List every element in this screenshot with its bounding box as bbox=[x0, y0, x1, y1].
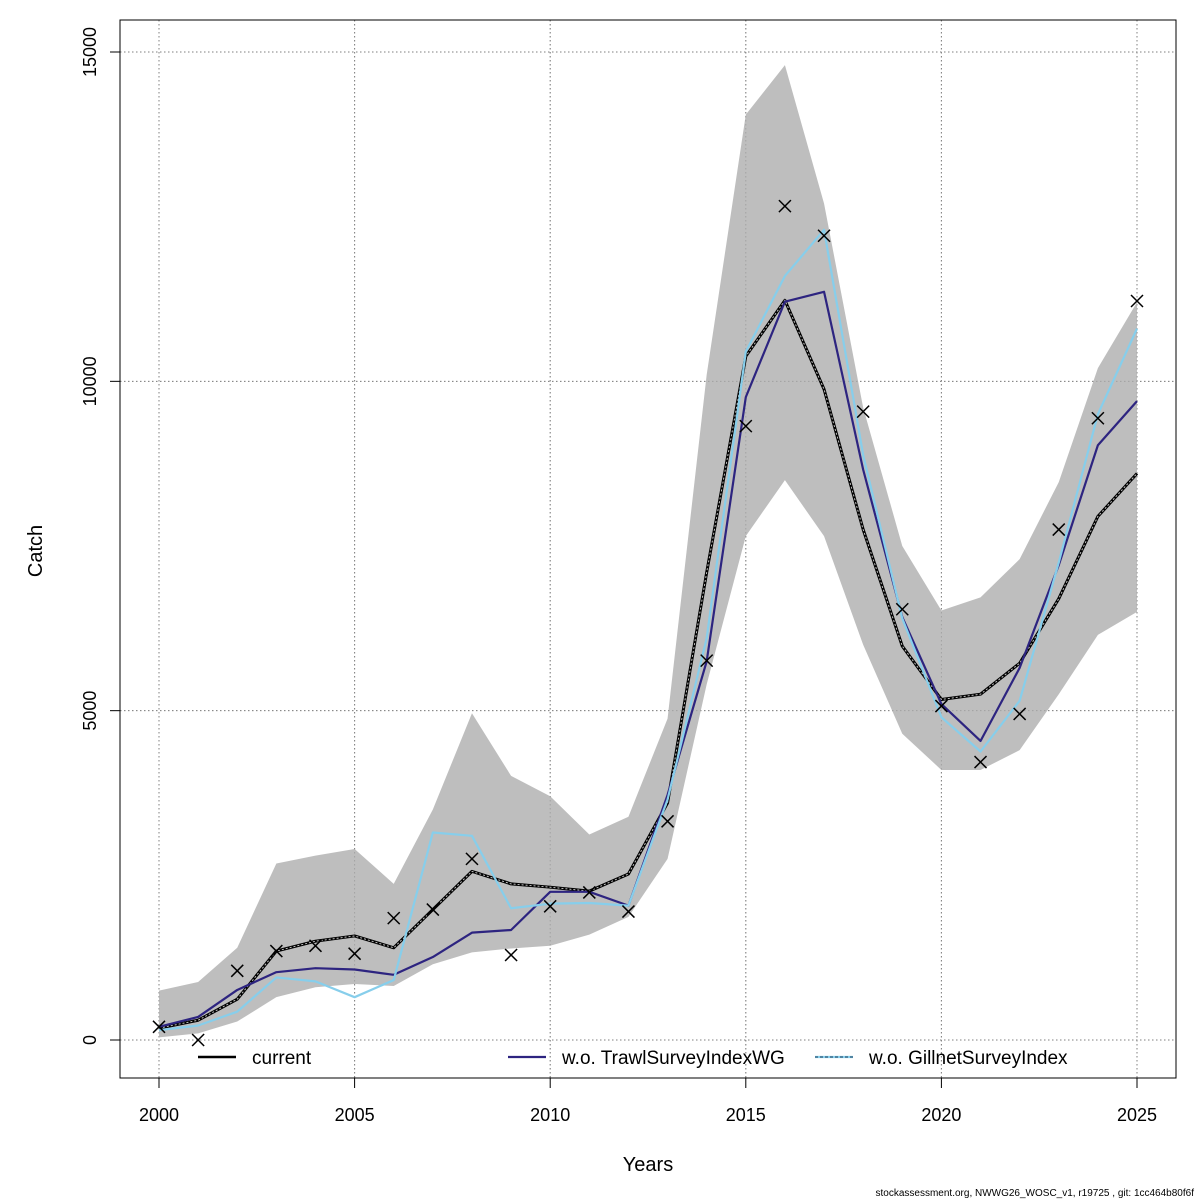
observation-stroke bbox=[1091, 411, 1105, 425]
x-tick-label-2000: 2000 bbox=[139, 1105, 179, 1125]
observation-point-2014 bbox=[700, 654, 714, 668]
observation-stroke bbox=[191, 1033, 205, 1047]
series-line-2 bbox=[158, 228, 1139, 1032]
observation-point-2010 bbox=[543, 899, 557, 913]
legend: current w.o. TrawlSurveyIndexWG w.o. Gilln… bbox=[198, 1048, 1068, 1069]
observation-stroke bbox=[621, 905, 635, 919]
observation-stroke bbox=[504, 948, 518, 962]
x-tick-label-2005: 2005 bbox=[335, 1105, 375, 1125]
observation-stroke bbox=[895, 602, 909, 616]
observation-point-2015 bbox=[739, 419, 753, 433]
observation-point-2017 bbox=[817, 229, 831, 243]
confidence-band bbox=[159, 65, 1137, 1038]
observation-point-2023 bbox=[1052, 523, 1066, 537]
y-axis-title: Catch bbox=[25, 525, 47, 577]
observation-point-2004 bbox=[308, 939, 323, 953]
observation-stroke bbox=[661, 814, 675, 828]
observation-stroke bbox=[778, 199, 792, 213]
observation-stroke bbox=[152, 1020, 166, 1034]
footer-text: stockassessment.org, NWWG26_WOSC_v1, r19… bbox=[876, 1188, 1195, 1199]
grid-overlay bbox=[120, 20, 1176, 1078]
legend-label: w.o. GillnetSurveyIndex bbox=[868, 1048, 1068, 1069]
legend-item-0: current bbox=[198, 1048, 312, 1069]
observation-stroke bbox=[700, 654, 714, 668]
observation-point-2005 bbox=[348, 947, 362, 961]
observation-point-2013 bbox=[661, 814, 675, 828]
y-tick-label-5000: 5000 bbox=[80, 691, 100, 731]
observation-point-2019 bbox=[895, 602, 909, 616]
x-tick-label-2010: 2010 bbox=[530, 1105, 570, 1125]
x-axis: 2000 2005 2010 2015 2020 2025 bbox=[139, 1077, 1157, 1125]
observation-stroke bbox=[230, 964, 244, 978]
observation-stroke bbox=[426, 903, 440, 917]
y-tick-label-10000: 10000 bbox=[80, 356, 100, 406]
observation-stroke bbox=[856, 405, 870, 419]
observation-point-2020 bbox=[934, 699, 948, 713]
observation-point-2006 bbox=[387, 911, 401, 925]
observation-point-2009 bbox=[504, 948, 518, 962]
observation-point-2024 bbox=[1091, 411, 1105, 425]
observation-point-2016 bbox=[778, 199, 792, 213]
observation-stroke bbox=[739, 419, 753, 433]
legend-label: w.o. TrawlSurveyIndexWG bbox=[561, 1048, 785, 1069]
observation-stroke bbox=[934, 699, 948, 713]
x-axis-title: Years bbox=[623, 1154, 673, 1176]
observation-point-2003 bbox=[269, 944, 283, 958]
observation-stroke bbox=[1013, 707, 1027, 721]
observation-point-2018 bbox=[856, 405, 870, 419]
observation-point-2000 bbox=[152, 1020, 166, 1034]
observation-point-2022 bbox=[1013, 707, 1027, 721]
legend-item-2: w.o. GillnetSurveyIndex bbox=[815, 1048, 1068, 1069]
observation-stroke bbox=[973, 755, 988, 769]
observation-stroke bbox=[308, 939, 323, 953]
observation-point-2025 bbox=[1130, 294, 1144, 308]
y-tick-label-15000: 15000 bbox=[80, 27, 100, 77]
series-lines bbox=[158, 228, 1139, 1032]
y-tick-label-0: 0 bbox=[80, 1035, 100, 1045]
legend-item-1: w.o. TrawlSurveyIndexWG bbox=[508, 1048, 785, 1069]
observation-stroke bbox=[817, 229, 831, 243]
observation-markers bbox=[152, 199, 1144, 1047]
x-tick-label-2015: 2015 bbox=[726, 1105, 766, 1125]
observation-stroke bbox=[543, 899, 557, 913]
x-tick-label-2020: 2020 bbox=[921, 1105, 961, 1125]
observation-stroke bbox=[348, 947, 362, 961]
observation-stroke bbox=[1052, 523, 1066, 537]
observation-stroke bbox=[387, 911, 401, 925]
observation-stroke bbox=[1130, 294, 1144, 308]
series-line-current-dash bbox=[158, 299, 1138, 1029]
legend-label: current bbox=[252, 1048, 312, 1069]
observation-point-2001 bbox=[191, 1033, 205, 1047]
observation-stroke bbox=[582, 885, 596, 899]
x-tick-label-2025: 2025 bbox=[1117, 1105, 1157, 1125]
observation-point-2011 bbox=[582, 885, 596, 899]
confidence-band-layer bbox=[159, 65, 1137, 1038]
observation-point-2021 bbox=[973, 755, 988, 769]
observation-point-2012 bbox=[621, 905, 635, 919]
observation-stroke bbox=[269, 944, 283, 958]
observation-point-2008 bbox=[465, 852, 479, 866]
observation-point-2002 bbox=[230, 964, 244, 978]
y-axis: 0 5000 10000 15000 bbox=[80, 27, 121, 1045]
observation-stroke bbox=[465, 852, 479, 866]
observation-point-2007 bbox=[426, 903, 440, 917]
